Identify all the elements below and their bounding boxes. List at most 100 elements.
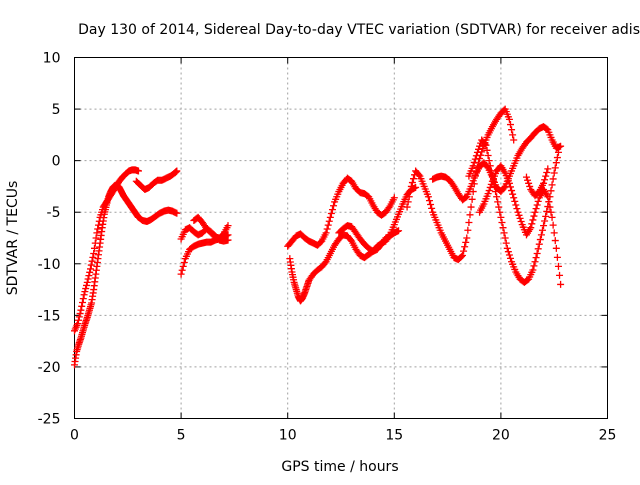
data-point <box>532 205 540 213</box>
data-point <box>330 202 338 210</box>
series-arc-a1 <box>71 166 142 335</box>
series-arc-d2 <box>429 123 565 204</box>
data-point <box>498 219 506 227</box>
data-point <box>325 217 333 225</box>
data-point <box>173 209 181 217</box>
data-point <box>86 265 94 273</box>
data-point <box>179 262 187 270</box>
data-point <box>543 207 551 215</box>
data-point <box>472 152 480 160</box>
data-point <box>531 208 539 216</box>
data-point <box>509 131 517 139</box>
y-tick-label: -10 <box>38 257 61 273</box>
x-tick-label: 0 <box>70 428 79 444</box>
series-arc-d5 <box>522 165 552 200</box>
data-point <box>403 203 411 211</box>
data-point <box>536 236 544 244</box>
y-tick-label: -25 <box>38 412 61 428</box>
axis-ticks: 0 5 10 15 20 25 -25 -20 -15 -10 -5 0 5 10 <box>38 51 617 444</box>
data-point <box>406 188 414 196</box>
data-point <box>504 248 512 256</box>
data-points <box>71 105 565 369</box>
data-point <box>543 169 551 177</box>
data-point <box>497 213 505 221</box>
data-point <box>552 244 560 252</box>
data-point <box>468 195 476 203</box>
data-point <box>405 193 413 201</box>
data-point <box>459 252 467 260</box>
data-point <box>548 213 556 221</box>
y-axis-title: SDTVAR / TECUs <box>5 181 21 296</box>
y-tick-label: -15 <box>38 308 61 324</box>
data-point <box>554 148 562 156</box>
data-point <box>82 281 90 289</box>
data-point <box>395 227 403 235</box>
data-point <box>528 220 536 228</box>
data-point <box>542 212 550 220</box>
data-point <box>81 288 89 296</box>
data-point <box>224 236 232 244</box>
x-tick-label: 5 <box>177 428 186 444</box>
data-point <box>484 151 492 159</box>
data-point <box>469 162 477 170</box>
data-point <box>326 213 334 221</box>
data-point <box>463 234 471 242</box>
data-point <box>545 198 553 206</box>
data-point <box>385 204 393 212</box>
data-point <box>86 268 94 276</box>
data-point <box>514 208 522 216</box>
data-point <box>500 184 508 192</box>
data-point <box>544 193 552 201</box>
data-point <box>460 247 468 255</box>
data-point <box>412 183 420 191</box>
data-point <box>177 270 185 278</box>
data-point <box>510 136 518 144</box>
data-point <box>551 237 559 245</box>
data-point <box>556 271 564 279</box>
data-point <box>535 240 543 248</box>
data-point <box>74 320 82 328</box>
data-point <box>483 146 491 154</box>
series-arc-d1 <box>403 105 518 264</box>
data-point <box>457 253 465 261</box>
data-point <box>74 316 82 324</box>
data-point <box>502 239 510 247</box>
data-point <box>544 165 552 173</box>
data-point <box>464 226 472 234</box>
series-arc-d4 <box>476 162 565 288</box>
data-point <box>483 163 491 171</box>
data-point <box>533 201 541 209</box>
data-point <box>471 155 479 163</box>
data-point <box>538 226 546 234</box>
data-point <box>475 145 483 153</box>
data-point <box>513 205 521 213</box>
data-point <box>529 266 537 274</box>
data-point <box>503 244 511 252</box>
data-point <box>492 188 500 196</box>
data-point <box>534 197 542 205</box>
data-point <box>467 203 475 211</box>
data-point <box>78 298 86 306</box>
data-point <box>481 140 489 148</box>
data-point <box>92 234 100 242</box>
chart-title: Day 130 of 2014, Sidereal Day-to-day VTE… <box>78 22 640 38</box>
data-point <box>180 258 188 266</box>
data-point <box>493 193 501 201</box>
data-point <box>324 221 332 229</box>
data-point <box>548 181 556 189</box>
data-point <box>557 280 565 288</box>
data-point <box>553 154 561 162</box>
y-tick-label: 10 <box>43 51 61 67</box>
data-point <box>531 258 539 266</box>
x-tick-label: 25 <box>599 428 617 444</box>
data-point <box>76 310 84 318</box>
data-point <box>525 179 533 187</box>
data-point <box>495 203 503 211</box>
data-point <box>90 249 98 257</box>
data-point <box>512 201 520 209</box>
data-point <box>530 212 538 220</box>
data-point <box>83 278 91 286</box>
data-point <box>80 291 88 299</box>
data-point <box>530 262 538 270</box>
data-point <box>552 159 560 167</box>
